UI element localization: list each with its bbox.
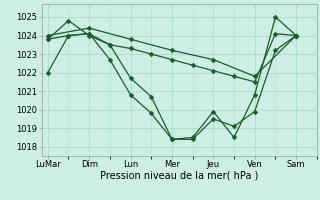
X-axis label: Pression niveau de la mer( hPa ): Pression niveau de la mer( hPa ): [100, 171, 258, 181]
